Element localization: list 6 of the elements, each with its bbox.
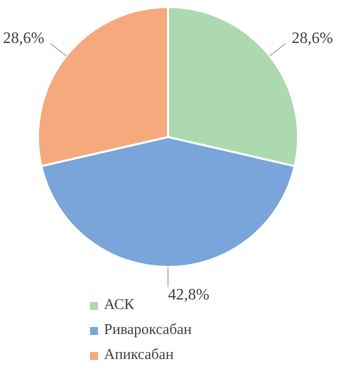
legend-label: Ривароксабан — [104, 321, 192, 340]
data-label: 28,6% — [292, 30, 333, 48]
data-label: 42,8% — [168, 286, 210, 304]
legend-label: АСК — [104, 296, 134, 315]
legend-label: Апиксабан — [104, 346, 174, 365]
data-label: 28,6% — [3, 30, 44, 48]
